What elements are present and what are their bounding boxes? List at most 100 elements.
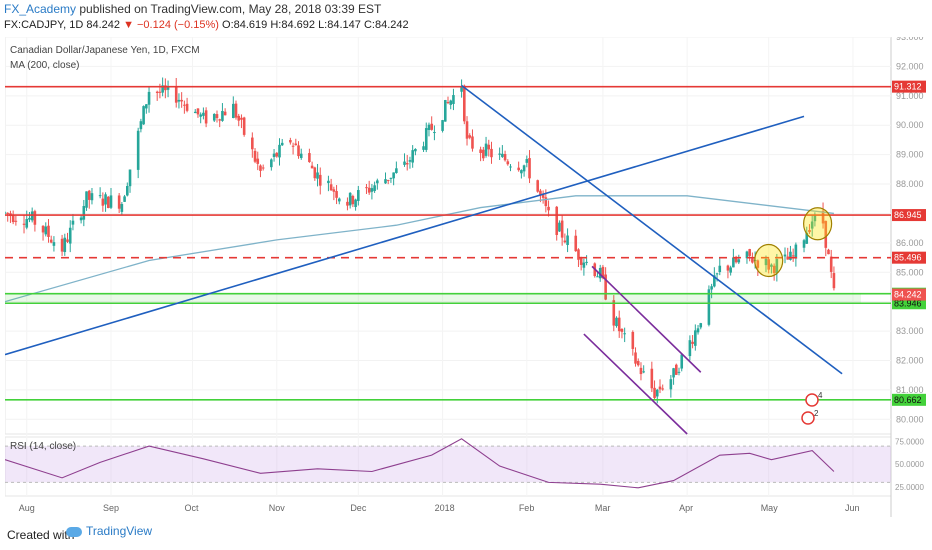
candle-body xyxy=(433,132,436,134)
channel-line xyxy=(591,265,702,373)
candle-body xyxy=(536,180,539,192)
price-tick-label: 81.000 xyxy=(896,385,924,395)
brand-name: TradingView xyxy=(86,524,153,538)
tradingview-logo[interactable]: TradingView xyxy=(66,524,152,538)
candle-body xyxy=(805,232,809,244)
candle-body xyxy=(824,220,828,248)
candle-body xyxy=(528,158,531,179)
candle-body xyxy=(66,239,69,242)
candle-body xyxy=(98,195,102,197)
candle-body xyxy=(52,242,56,246)
candle-body xyxy=(737,259,741,263)
price-tick-label: 85.000 xyxy=(896,267,924,277)
ma200-line xyxy=(5,195,835,303)
candle-body xyxy=(604,274,607,300)
candle-body xyxy=(106,196,110,209)
chart-area[interactable]: 93.00092.00091.00090.00089.00088.00087.0… xyxy=(5,37,927,517)
candle-body xyxy=(145,104,148,109)
channel-line xyxy=(583,333,688,435)
candle-body xyxy=(802,240,806,248)
candle-body xyxy=(525,159,529,163)
candle-body xyxy=(386,179,390,181)
rsi-band xyxy=(5,446,891,483)
time-tick-label: Apr xyxy=(679,503,693,513)
candle-body xyxy=(389,177,393,179)
price-tick-label: 92.000 xyxy=(896,61,924,71)
candle-body xyxy=(636,360,640,366)
candle-body xyxy=(479,149,482,154)
rsi-tick-label: 50.0000 xyxy=(895,460,924,469)
candle-body xyxy=(767,259,770,270)
candle-body xyxy=(813,214,817,222)
candle-body xyxy=(329,184,333,191)
candle-body xyxy=(770,264,773,267)
candle-body xyxy=(710,286,713,290)
candle-body xyxy=(745,251,749,259)
candle-body xyxy=(202,112,205,116)
candle-body xyxy=(71,220,75,225)
candle-body xyxy=(316,172,319,179)
candle-body xyxy=(810,221,814,229)
candle-body xyxy=(204,110,208,124)
candle-body xyxy=(104,194,107,205)
candle-body xyxy=(718,265,722,273)
candle-body xyxy=(443,100,447,122)
level-tag xyxy=(892,251,926,264)
candle-body xyxy=(11,214,15,223)
candle-body xyxy=(327,180,330,184)
candle-body xyxy=(541,193,545,198)
candle-body xyxy=(147,91,151,105)
candle-body xyxy=(658,386,662,390)
candle-body xyxy=(734,258,738,263)
candle-body xyxy=(310,165,314,169)
time-tick-label: Dec xyxy=(350,503,367,513)
candle-body xyxy=(680,354,684,369)
candle-body xyxy=(308,153,311,163)
candle-body xyxy=(294,143,298,146)
last-price: 84.242 xyxy=(86,19,120,31)
candle-body xyxy=(351,195,355,205)
author-link[interactable]: FX_Academy xyxy=(4,2,77,16)
candle-body xyxy=(291,145,295,147)
candle-body xyxy=(120,204,124,212)
candle-body xyxy=(346,201,349,206)
candle-body xyxy=(136,130,140,170)
candle-body xyxy=(365,187,368,189)
candle-body xyxy=(357,190,360,201)
candle-body xyxy=(272,153,276,158)
candle-body xyxy=(14,220,18,222)
level-tag-label: 85.496 xyxy=(894,253,922,263)
symbol-name: FX:CADJPY, 1D xyxy=(4,19,84,31)
candle-body xyxy=(574,235,578,252)
candle-body xyxy=(251,137,254,150)
highlight-circle xyxy=(754,243,784,278)
candle-body xyxy=(414,148,417,152)
candle-body xyxy=(653,387,656,398)
event-marker-icon xyxy=(801,411,815,425)
candle-body xyxy=(299,153,303,158)
level-tag-label: 83.946 xyxy=(894,298,922,308)
candle-body xyxy=(180,99,183,102)
level-tag xyxy=(892,393,926,406)
time-tick-label: Mar xyxy=(595,503,611,513)
candle-body xyxy=(348,192,352,206)
candle-body xyxy=(44,226,48,235)
price-tick-label: 83.000 xyxy=(896,326,924,336)
candle-body xyxy=(482,149,485,159)
candle-body xyxy=(783,254,787,257)
candle-body xyxy=(177,99,181,102)
candle-body xyxy=(539,190,542,196)
candle-body xyxy=(47,225,50,237)
highlight-circle xyxy=(803,207,833,241)
trend-line xyxy=(5,115,805,356)
candle-body xyxy=(707,289,711,325)
candle-body xyxy=(28,217,31,220)
low-value: L:84.147 xyxy=(318,19,361,31)
level-tag-label: 80.662 xyxy=(894,395,922,405)
candle-body xyxy=(85,191,88,208)
candle-body xyxy=(751,258,754,263)
candle-body xyxy=(79,217,83,221)
candle-body xyxy=(234,103,238,118)
candle-body xyxy=(5,212,7,214)
candle-body xyxy=(90,193,94,201)
